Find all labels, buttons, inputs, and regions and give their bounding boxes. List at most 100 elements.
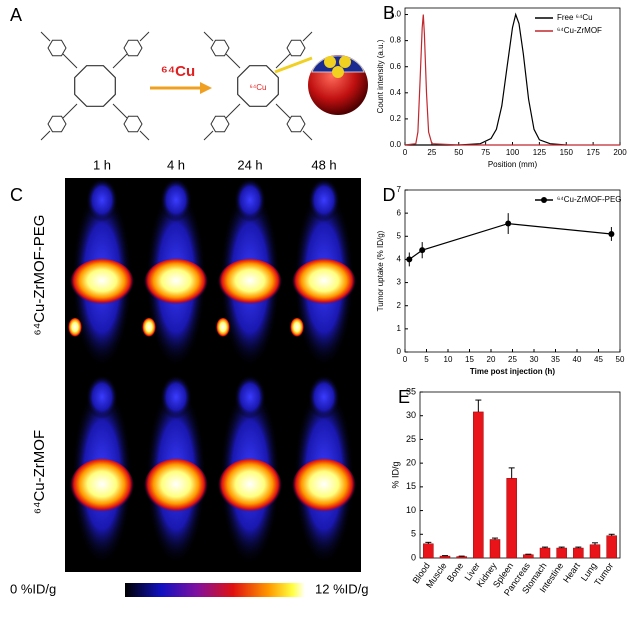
bond	[275, 53, 291, 69]
bar	[506, 478, 517, 559]
x-tick-label: 50	[616, 355, 625, 364]
liver-signal	[70, 459, 134, 515]
bar	[489, 539, 501, 559]
panel-letter: B	[383, 3, 395, 23]
marker	[505, 220, 512, 227]
y-tick-label: 20	[406, 458, 416, 468]
liver-signal	[292, 459, 356, 515]
y-tick-label: 5	[411, 529, 416, 539]
bond	[112, 53, 128, 69]
liver-signal	[218, 259, 282, 307]
row-label: ⁶⁴Cu-ZrMOF-PEG	[31, 215, 48, 336]
time-label: 24 h	[237, 157, 262, 172]
bond	[225, 103, 241, 119]
mouse-head	[160, 178, 192, 222]
phenyl-ring	[210, 39, 230, 57]
phenyl-ring	[47, 39, 67, 57]
legend-marker	[541, 197, 547, 203]
tumor-signal	[68, 318, 82, 338]
y-tick-label: 7	[397, 185, 402, 194]
marker	[406, 256, 413, 263]
porphyrin-core	[237, 65, 279, 107]
bond	[275, 103, 291, 119]
x-tick-label: 30	[530, 355, 539, 364]
bond	[62, 103, 78, 119]
y-tick-label: 35	[406, 386, 416, 396]
x-tick-label: 25	[508, 355, 517, 364]
bar	[423, 543, 434, 559]
radiation-icon	[324, 56, 336, 68]
panel-letter: E	[398, 387, 410, 407]
mouse-head	[308, 178, 340, 222]
x-tick-label: 50	[454, 148, 463, 157]
panel-letter: D	[383, 185, 396, 205]
x-tick-label: 15	[465, 355, 474, 364]
bond	[40, 130, 51, 141]
bar	[523, 554, 534, 559]
series-line	[405, 12, 567, 146]
bar	[573, 547, 584, 559]
marker	[608, 230, 615, 237]
series-line	[404, 14, 620, 146]
radiation-icon	[332, 66, 344, 78]
mouse-head	[86, 375, 118, 419]
legend-label: ⁶⁴Cu-ZrMOF	[557, 26, 602, 35]
bond	[203, 130, 214, 141]
arrow-head	[200, 82, 212, 94]
plot-frame	[404, 189, 621, 353]
y-tick-label: 1	[397, 324, 402, 333]
bond	[139, 31, 150, 42]
row-label: ⁶⁴Cu-ZrMOF	[31, 430, 48, 514]
x-tick-label: 75	[481, 148, 490, 157]
y-tick-label: 25	[406, 434, 416, 444]
x-axis-label: Position (mm)	[488, 160, 538, 169]
y-tick-label: 0.0	[390, 140, 402, 149]
y-tick-label: 15	[406, 481, 416, 491]
x-tick-label: 150	[560, 148, 574, 157]
y-tick-label: 3	[397, 278, 402, 287]
bar	[439, 555, 451, 559]
bar	[539, 547, 551, 559]
time-label: 48 h	[311, 157, 336, 172]
bar	[456, 556, 467, 559]
liver-signal	[144, 459, 208, 515]
bond	[112, 103, 128, 119]
bar	[606, 535, 617, 559]
tumor-signal	[142, 318, 156, 338]
y-tick-label: 0	[411, 552, 416, 562]
y-tick-label: 2	[397, 301, 402, 310]
y-tick-label: 4	[397, 255, 402, 264]
x-tick-label: 5	[424, 355, 429, 364]
colorbar-max: 12 %ID/g	[315, 581, 368, 596]
tumor-signal	[216, 318, 230, 338]
phenyl-ring	[47, 115, 67, 133]
y-tick-label: 10	[406, 505, 416, 515]
y-tick-label: 0.8	[390, 36, 402, 45]
x-tick-label: 0	[403, 355, 408, 364]
mouse-head	[160, 375, 192, 419]
panel-letter: A	[10, 5, 22, 25]
liver-signal	[218, 459, 282, 515]
bar	[473, 411, 484, 559]
y-tick-label: 0.6	[390, 62, 402, 71]
phenyl-ring	[286, 39, 306, 57]
x-tick-label: 40	[573, 355, 582, 364]
marker	[419, 247, 426, 254]
phenyl-ring	[123, 115, 143, 133]
x-tick-label: 10	[444, 355, 453, 364]
liver-signal	[292, 259, 356, 307]
bond	[139, 130, 150, 141]
phenyl-ring	[286, 115, 306, 133]
tumor-signal	[290, 318, 304, 338]
x-axis-label: Time post injection (h)	[470, 367, 556, 376]
x-tick-label: 35	[551, 355, 560, 364]
x-tick-label: 25	[427, 148, 436, 157]
x-tick-label: Heart	[561, 560, 582, 584]
bond	[62, 53, 78, 69]
bond	[40, 31, 51, 42]
radiation-icon	[339, 56, 351, 68]
y-axis-label: % ID/g	[390, 461, 400, 488]
y-tick-label: 0	[397, 347, 402, 356]
mouse-head	[308, 375, 340, 419]
liver-signal	[70, 259, 134, 307]
